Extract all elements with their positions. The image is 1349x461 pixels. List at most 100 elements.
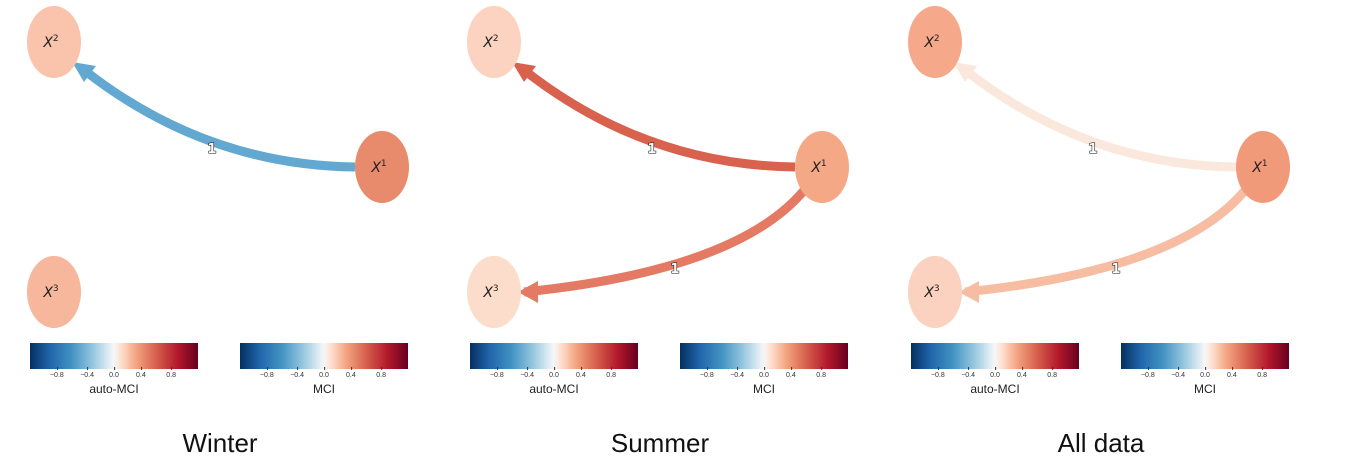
node-superscript: 2 (53, 34, 59, 44)
node-x1: X1 (355, 131, 409, 203)
colorbar-tick-label: 0.0 (759, 372, 769, 379)
colorbar-tick: 0.8 (1047, 367, 1057, 379)
node-label: X2 (42, 34, 58, 51)
colorbar-tick: 0.8 (606, 367, 616, 379)
colorbar-tick-label: 0.4 (1227, 372, 1237, 379)
node-circle (467, 256, 521, 328)
edge-line (81, 66, 356, 172)
colorbar-tick-label: 0.4 (346, 372, 356, 379)
node-circle (27, 6, 81, 78)
edge-lag-label: 1 (1088, 142, 1097, 157)
node-superscript: 1 (1262, 159, 1268, 169)
node-x3: X3 (27, 256, 81, 328)
colorbar-tick-label: 0.0 (549, 372, 559, 379)
edge-x1-to-x2: 1 (72, 62, 356, 172)
colorbar-gradient (470, 343, 638, 369)
colorbar-tick-label: 0.8 (1257, 372, 1267, 379)
node-variable: X (482, 35, 493, 51)
node-variable: X (810, 160, 821, 176)
node-variable: X (923, 35, 934, 51)
edge-line (962, 66, 1237, 172)
colorbar-tick-label: 0.8 (816, 372, 826, 379)
colorbar-tick: 0.0 (759, 367, 769, 379)
colorbar-tick-label: −0.4 (290, 372, 305, 379)
colorbar-tick: 0.4 (1227, 367, 1237, 379)
panel-caption: All data (1057, 428, 1145, 458)
arrowhead (512, 62, 536, 82)
node-superscript: 3 (934, 284, 940, 294)
colorbar-tick: −0.8 (259, 367, 274, 379)
node-label: X1 (1251, 159, 1267, 176)
colorbar-tick-label: 0.0 (990, 372, 1000, 379)
colorbar-tick-label: −0.8 (930, 372, 945, 379)
colorbar-tick: −0.8 (489, 367, 504, 379)
colorbar-tick-label: −0.4 (1171, 372, 1186, 379)
colorbar-label: auto-MCI (89, 382, 139, 396)
colorbar-tick: 0.8 (166, 367, 176, 379)
colorbar-tick-label: −0.8 (699, 372, 714, 379)
panel-caption: Summer (610, 428, 710, 458)
colorbar-tick: 0.8 (1257, 367, 1267, 379)
colorbar-tick: −0.8 (1141, 367, 1155, 379)
colorbar-tick-label: 0.4 (136, 372, 146, 379)
colorbar-mci: −0.8 −0.4 0.0 0.4 0.8 MCI (1121, 343, 1289, 396)
colorbar-tick: −0.4 (961, 367, 975, 379)
edge-x1-to-x2: 1 (512, 62, 796, 172)
arrowhead (518, 281, 538, 303)
colorbar-label: auto-MCI (529, 382, 579, 396)
node-variable: X (482, 285, 493, 301)
colorbar-tick-label: 0.4 (576, 372, 586, 379)
edge-x1-to-x2: 1 (953, 62, 1237, 172)
colorbar-tick-label: 0.8 (606, 372, 616, 379)
colorbar-tick-label: −0.8 (489, 372, 504, 379)
colorbar-tick: −0.4 (80, 367, 94, 379)
node-superscript: 3 (493, 284, 499, 294)
colorbar-tick: −0.8 (699, 367, 714, 379)
colorbar-tick: 0.4 (786, 367, 796, 379)
colorbar-tick: 0.4 (576, 367, 586, 379)
colorbar-tick-label: 0.0 (109, 372, 119, 379)
colorbar-tick-label: −0.4 (520, 372, 535, 379)
arrowhead (959, 281, 979, 303)
colorbar-tick: 0.0 (319, 367, 329, 379)
node-label: X1 (810, 159, 826, 176)
node-variable: X (42, 285, 53, 301)
node-circle (1236, 131, 1290, 203)
node-variable: X (370, 160, 381, 176)
panel-caption: Winter (182, 428, 258, 458)
edge-line (964, 185, 1251, 297)
colorbar-tick-label: 0.4 (786, 372, 796, 379)
colorbar-label: MCI (753, 382, 775, 396)
node-superscript: 2 (493, 34, 499, 44)
colorbar-tick-label: 0.8 (1047, 372, 1057, 379)
colorbar-label: MCI (313, 382, 335, 396)
colorbar-tick: −0.8 (930, 367, 945, 379)
node-circle (27, 256, 81, 328)
node-x3: X3 (467, 256, 521, 328)
colorbar-gradient (911, 343, 1079, 369)
colorbar-tick-label: 0.0 (319, 372, 329, 379)
colorbar-label: auto-MCI (970, 382, 1020, 396)
colorbar-tick: 0.8 (376, 367, 386, 379)
colorbar-gradient (30, 343, 198, 369)
colorbar-tick: −0.4 (730, 367, 744, 379)
node-circle (908, 6, 962, 78)
colorbar-tick: 0.0 (1200, 367, 1210, 379)
edge-x1-to-x3: 1 (959, 185, 1251, 303)
node-x2: X2 (908, 6, 962, 78)
node-circle (355, 131, 409, 203)
node-label: X3 (482, 284, 498, 301)
node-label: X3 (923, 284, 939, 301)
panel-summer: 1 1 X1 X2 X3 −0.8 −0.4 0.0 0.4 0.8 auto-MCI −0.8 −0.… (440, 0, 880, 461)
colorbar-tick: −0.4 (1171, 367, 1186, 379)
node-label: X2 (923, 34, 939, 51)
node-x1: X1 (795, 131, 849, 203)
colorbar-auto-mci: −0.8 −0.4 0.0 0.4 0.8 auto-MCI (911, 343, 1079, 396)
colorbar-tick-label: −0.8 (259, 372, 274, 379)
colorbar-auto-mci: −0.8 −0.4 0.0 0.4 0.8 auto-MCI (470, 343, 638, 396)
edge-lag-label: 1 (1111, 262, 1120, 277)
node-x2: X2 (27, 6, 81, 78)
